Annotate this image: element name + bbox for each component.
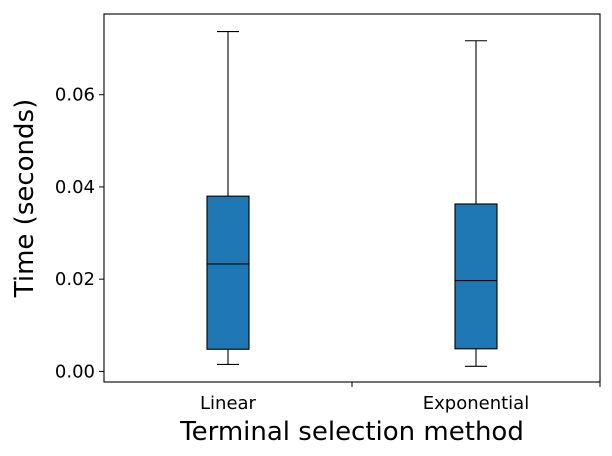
x-tick-label: Exponential: [423, 393, 529, 414]
y-tick-label: 0.02: [55, 269, 95, 290]
boxes-layer: [206, 30, 498, 367]
y-axis-ticks: 0.00 0.02 0.04 0.06: [55, 85, 104, 382]
x-axis-ticks: Linear Exponential: [200, 382, 601, 414]
box-iqr: [206, 195, 250, 350]
box-exponential: [454, 40, 498, 367]
y-tick-label: 0.06: [55, 85, 95, 106]
box-iqr: [454, 203, 498, 350]
y-tick-label: 0.00: [55, 361, 95, 382]
plot-frame: [103, 13, 601, 383]
y-axis-label: Time (seconds): [10, 99, 40, 298]
x-axis-label: Terminal selection method: [179, 417, 524, 447]
y-tick-label: 0.04: [55, 177, 95, 198]
x-tick-label: Linear: [200, 393, 257, 414]
box-linear: [206, 30, 250, 366]
